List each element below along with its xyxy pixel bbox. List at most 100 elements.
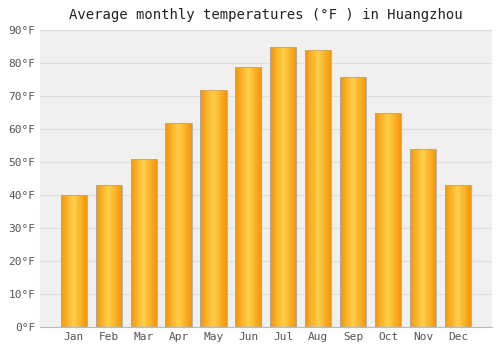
Bar bbox=[82, 195, 84, 327]
Bar bbox=[110, 185, 112, 327]
Bar bbox=[245, 66, 246, 327]
Bar bbox=[340, 77, 341, 327]
Bar bbox=[278, 47, 279, 327]
Title: Average monthly temperatures (°F ) in Huangzhou: Average monthly temperatures (°F ) in Hu… bbox=[69, 8, 462, 22]
Bar bbox=[285, 47, 286, 327]
Bar bbox=[432, 149, 434, 327]
Bar bbox=[271, 47, 272, 327]
Bar bbox=[155, 159, 156, 327]
Bar bbox=[73, 195, 74, 327]
Bar bbox=[451, 185, 452, 327]
Bar bbox=[76, 195, 78, 327]
Bar bbox=[460, 185, 462, 327]
Bar bbox=[428, 149, 429, 327]
Bar bbox=[136, 159, 137, 327]
Bar bbox=[118, 185, 120, 327]
Bar bbox=[420, 149, 422, 327]
Bar bbox=[176, 122, 177, 327]
Bar bbox=[270, 47, 272, 327]
Bar bbox=[457, 185, 458, 327]
Bar bbox=[256, 66, 258, 327]
Bar bbox=[396, 113, 397, 327]
Bar bbox=[60, 195, 87, 327]
Bar bbox=[469, 185, 470, 327]
Bar bbox=[244, 66, 245, 327]
Bar bbox=[236, 66, 262, 327]
Bar bbox=[330, 50, 332, 327]
Bar bbox=[435, 149, 436, 327]
Bar bbox=[308, 50, 310, 327]
Bar bbox=[359, 77, 360, 327]
Bar bbox=[223, 90, 224, 327]
Bar bbox=[276, 47, 278, 327]
Bar bbox=[201, 90, 202, 327]
Bar bbox=[78, 195, 79, 327]
Bar bbox=[294, 47, 296, 327]
Bar bbox=[180, 122, 182, 327]
Bar bbox=[211, 90, 212, 327]
Bar bbox=[465, 185, 466, 327]
Bar bbox=[380, 113, 381, 327]
Bar bbox=[236, 66, 237, 327]
Bar bbox=[470, 185, 471, 327]
Bar bbox=[239, 66, 240, 327]
Bar bbox=[384, 113, 386, 327]
Bar bbox=[114, 185, 115, 327]
Bar bbox=[306, 50, 307, 327]
Bar bbox=[395, 113, 396, 327]
Bar bbox=[342, 77, 344, 327]
Bar bbox=[107, 185, 108, 327]
Bar bbox=[119, 185, 120, 327]
Bar bbox=[152, 159, 154, 327]
Bar bbox=[272, 47, 273, 327]
Bar bbox=[388, 113, 389, 327]
Bar bbox=[104, 185, 106, 327]
Bar bbox=[353, 77, 354, 327]
Bar bbox=[314, 50, 315, 327]
Bar bbox=[418, 149, 420, 327]
Bar bbox=[141, 159, 142, 327]
Bar bbox=[101, 185, 102, 327]
Bar bbox=[254, 66, 256, 327]
Bar bbox=[200, 90, 226, 327]
Bar bbox=[361, 77, 362, 327]
Bar bbox=[60, 195, 62, 327]
Bar bbox=[415, 149, 416, 327]
Bar bbox=[204, 90, 205, 327]
Bar bbox=[375, 113, 376, 327]
Bar bbox=[434, 149, 436, 327]
Bar bbox=[424, 149, 426, 327]
Bar bbox=[150, 159, 151, 327]
Bar bbox=[215, 90, 216, 327]
Bar bbox=[352, 77, 354, 327]
Bar bbox=[108, 185, 109, 327]
Bar bbox=[463, 185, 464, 327]
Bar bbox=[143, 159, 144, 327]
Bar bbox=[85, 195, 86, 327]
Bar bbox=[70, 195, 72, 327]
Bar bbox=[280, 47, 281, 327]
Bar bbox=[258, 66, 259, 327]
Bar bbox=[468, 185, 469, 327]
Bar bbox=[445, 185, 471, 327]
Bar bbox=[312, 50, 313, 327]
Bar bbox=[423, 149, 424, 327]
Bar bbox=[252, 66, 253, 327]
Bar bbox=[354, 77, 355, 327]
Bar bbox=[134, 159, 135, 327]
Bar bbox=[389, 113, 390, 327]
Bar bbox=[166, 122, 168, 327]
Bar bbox=[74, 195, 75, 327]
Bar bbox=[412, 149, 414, 327]
Bar bbox=[449, 185, 450, 327]
Bar bbox=[310, 50, 312, 327]
Bar bbox=[96, 185, 122, 327]
Bar bbox=[62, 195, 64, 327]
Bar bbox=[184, 122, 186, 327]
Bar bbox=[430, 149, 431, 327]
Bar bbox=[288, 47, 290, 327]
Bar bbox=[100, 185, 101, 327]
Bar bbox=[120, 185, 121, 327]
Bar bbox=[328, 50, 330, 327]
Bar bbox=[387, 113, 388, 327]
